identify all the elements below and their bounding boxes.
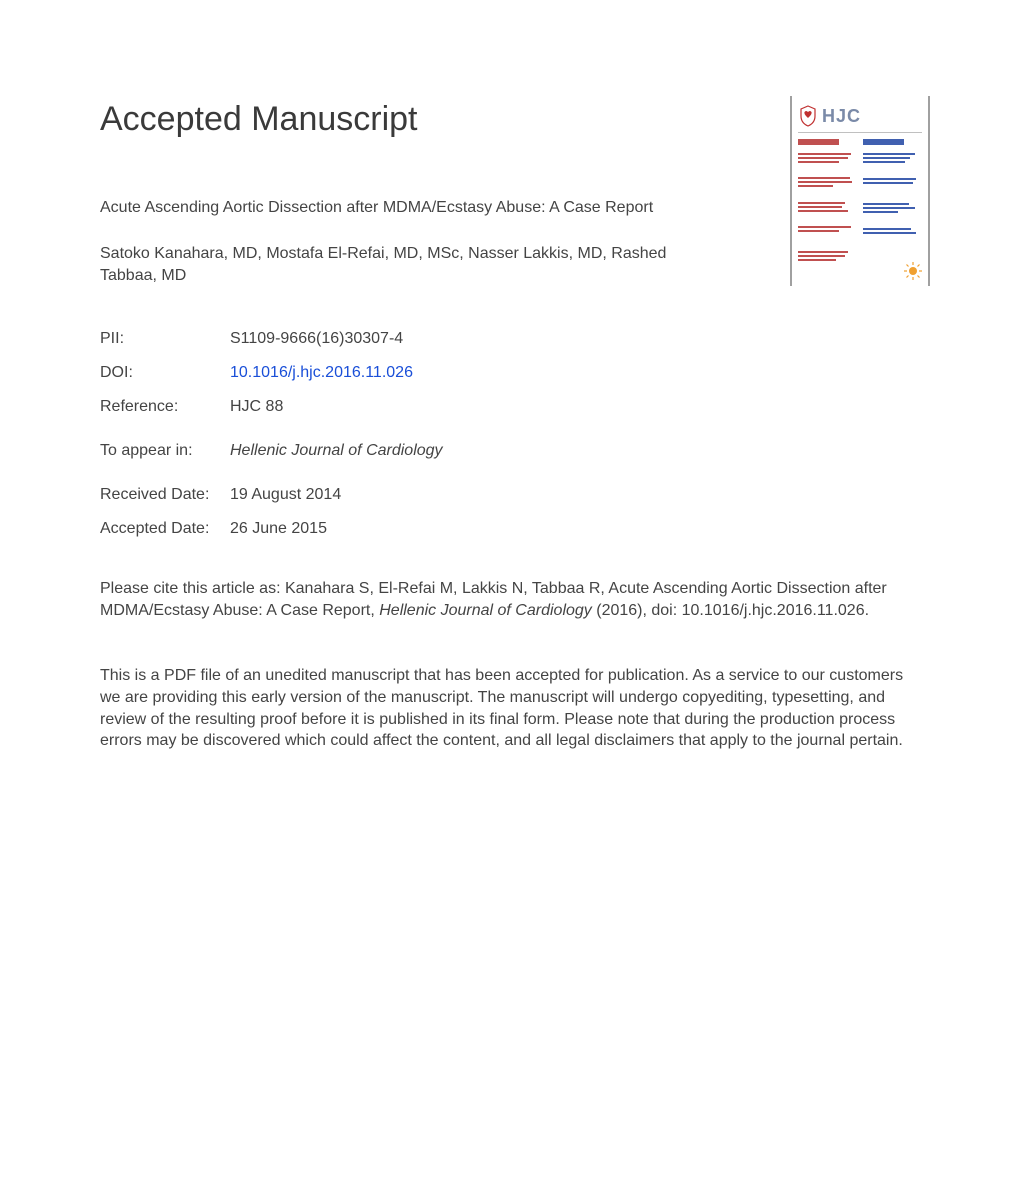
reference-value: HJC 88 — [230, 398, 283, 416]
pii-label: PII: — [100, 330, 230, 348]
meta-row-doi: DOI: 10.1016/j.hjc.2016.11.026 — [100, 364, 930, 382]
thumb-col-right — [863, 139, 922, 269]
disclaimer-text: This is a PDF file of an unedited manusc… — [100, 665, 920, 751]
accepted-value: 26 June 2015 — [230, 520, 327, 538]
pii-value: S1109-9666(16)30307-4 — [230, 330, 403, 348]
received-value: 19 August 2014 — [230, 486, 341, 504]
received-label: Received Date: — [100, 486, 230, 504]
heart-shield-icon — [798, 104, 818, 128]
meta-row-pii: PII: S1109-9666(16)30307-4 — [100, 330, 930, 348]
meta-row-to-appear: To appear in: Hellenic Journal of Cardio… — [100, 442, 930, 460]
thumb-header: HJC — [798, 104, 922, 133]
doi-label: DOI: — [100, 364, 230, 382]
meta-row-reference: Reference: HJC 88 — [100, 398, 930, 416]
journal-abbrev: HJC — [822, 106, 861, 127]
accepted-label: Accepted Date: — [100, 520, 230, 538]
cite-journal: Hellenic Journal of Cardiology — [379, 602, 592, 619]
thumb-columns — [798, 139, 922, 269]
to-appear-label: To appear in: — [100, 442, 230, 460]
sun-icon — [904, 262, 922, 280]
meta-row-received: Received Date: 19 August 2014 — [100, 486, 930, 504]
meta-row-accepted: Accepted Date: 26 June 2015 — [100, 520, 930, 538]
authors-list: Satoko Kanahara, MD, Mostafa El-Refai, M… — [100, 243, 720, 286]
journal-cover-thumbnail: HJC — [790, 96, 930, 286]
reference-label: Reference: — [100, 398, 230, 416]
citation-text: Please cite this article as: Kanahara S,… — [100, 578, 900, 621]
manuscript-page: HJC — [0, 0, 1020, 812]
cite-suffix: (2016), doi: 10.1016/j.hjc.2016.11.026. — [592, 602, 869, 619]
thumb-col-left — [798, 139, 857, 269]
to-appear-value: Hellenic Journal of Cardiology — [230, 442, 443, 460]
doi-link[interactable]: 10.1016/j.hjc.2016.11.026 — [230, 364, 413, 382]
metadata-table: PII: S1109-9666(16)30307-4 DOI: 10.1016/… — [100, 330, 930, 538]
article-title: Acute Ascending Aortic Dissection after … — [100, 199, 720, 217]
